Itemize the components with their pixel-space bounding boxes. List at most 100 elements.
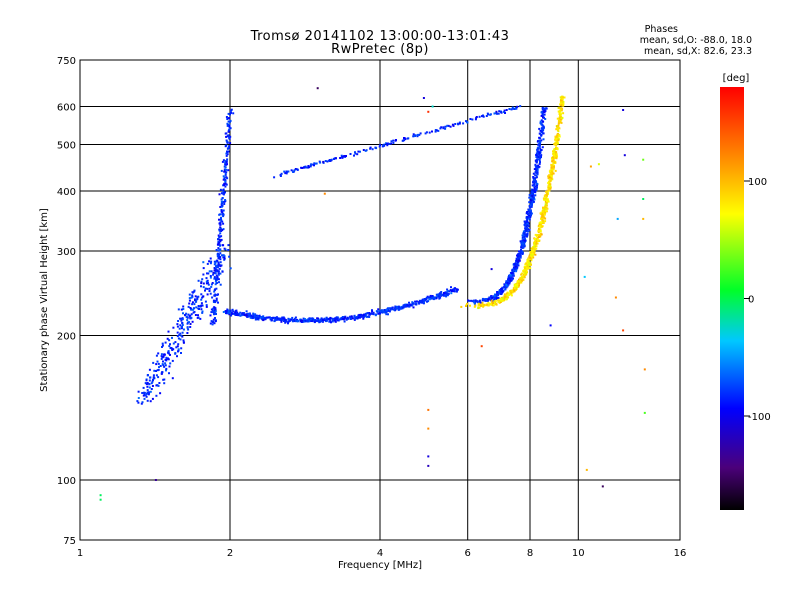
scatter-point — [189, 307, 192, 309]
scatter-point — [202, 267, 205, 270]
scatter-point — [551, 159, 554, 162]
scatter-point — [302, 317, 305, 320]
scatter-point — [212, 318, 215, 321]
scatter-point — [283, 170, 286, 173]
scatter-point — [553, 148, 556, 151]
scatter-point — [558, 120, 561, 123]
scatter-point — [541, 131, 544, 134]
scatter-point — [471, 118, 474, 121]
scatter-point — [157, 362, 160, 365]
scatter-point — [197, 314, 199, 317]
scatter-point — [548, 186, 551, 188]
scatter-point — [475, 116, 478, 118]
scatter-point — [275, 316, 278, 319]
scatter-point — [427, 408, 430, 411]
scatter-point — [182, 305, 185, 308]
scatter-point — [215, 297, 218, 300]
scatter-point — [224, 182, 227, 185]
scatter-point — [534, 185, 537, 188]
scatter-point — [406, 137, 409, 140]
scatter-point — [180, 308, 183, 311]
scatter-point — [214, 272, 217, 275]
scatter-point — [210, 283, 213, 286]
scatter-point — [152, 361, 155, 364]
scatter-point — [218, 243, 221, 246]
scatter-point — [205, 277, 208, 280]
scatter-point — [524, 270, 526, 273]
scatter-point — [535, 174, 538, 177]
scatter-point — [219, 283, 222, 286]
scatter-point — [549, 324, 552, 327]
scatter-point — [466, 302, 469, 305]
scatter-point — [472, 299, 475, 302]
scatter-point — [404, 138, 407, 141]
scatter-point — [546, 189, 549, 192]
scatter-point — [150, 382, 153, 385]
scatter-point — [469, 304, 471, 307]
scatter-point — [385, 309, 388, 312]
scatter-point — [482, 115, 485, 118]
scatter-point — [435, 293, 438, 296]
scatter-point — [293, 319, 296, 322]
scatter-point — [209, 262, 212, 265]
scatter-point — [498, 291, 500, 294]
scatter-point — [556, 148, 559, 150]
scatter-point — [219, 232, 222, 235]
scatter-point — [169, 362, 172, 365]
scatter-point — [212, 271, 215, 274]
scatter-point — [622, 329, 625, 332]
scatter-point — [550, 177, 553, 180]
scatter-point — [551, 158, 554, 161]
scatter-point — [543, 113, 546, 116]
scatter-point — [369, 146, 372, 149]
scatter-point — [223, 200, 226, 203]
scatter-point — [180, 347, 183, 350]
scatter-point — [556, 155, 558, 158]
scatter-point — [177, 343, 180, 346]
scatter-point — [155, 374, 158, 377]
scatter-point — [171, 359, 174, 362]
scatter-point — [540, 139, 543, 142]
scatter-point — [521, 279, 524, 282]
scatter-point — [535, 152, 538, 155]
scatter-point — [164, 364, 167, 367]
scatter-point — [388, 142, 391, 145]
scatter-point — [308, 320, 311, 323]
scatter-point — [539, 235, 542, 238]
scatter-point — [526, 222, 529, 225]
scatter-point — [200, 285, 202, 288]
scatter-point — [504, 288, 507, 291]
scatter-point — [176, 323, 179, 326]
scatter-point — [136, 400, 139, 403]
scatter-point — [229, 113, 231, 116]
scatter-point — [510, 294, 513, 297]
scatter-point — [186, 319, 189, 322]
scatter-point — [500, 299, 502, 302]
scatter-point — [180, 352, 182, 354]
scatter-point — [552, 153, 555, 156]
colorbar-tick-label: 0 — [748, 295, 754, 306]
scatter-point — [519, 105, 522, 108]
scatter-point — [527, 210, 530, 213]
scatter-point — [222, 200, 225, 203]
scatter-point — [491, 296, 494, 299]
scatter-point — [218, 267, 221, 270]
scatter-point — [529, 267, 532, 270]
scatter-point — [440, 291, 443, 293]
scatter-point — [162, 355, 165, 358]
scatter-point — [164, 362, 167, 365]
scatter-point — [184, 314, 187, 317]
scatter-point — [383, 143, 386, 146]
scatter-point — [419, 132, 422, 135]
scatter-point — [277, 318, 280, 321]
scatter-point — [542, 220, 545, 223]
scatter-point — [343, 320, 346, 323]
scatter-point — [539, 230, 542, 233]
scatter-point — [229, 309, 232, 312]
scatter-point — [539, 122, 542, 125]
scatter-point — [532, 196, 535, 199]
scatter-point — [335, 316, 338, 319]
scatter-point — [439, 294, 442, 297]
scatter-point — [506, 292, 509, 295]
scatter-point — [174, 341, 177, 344]
